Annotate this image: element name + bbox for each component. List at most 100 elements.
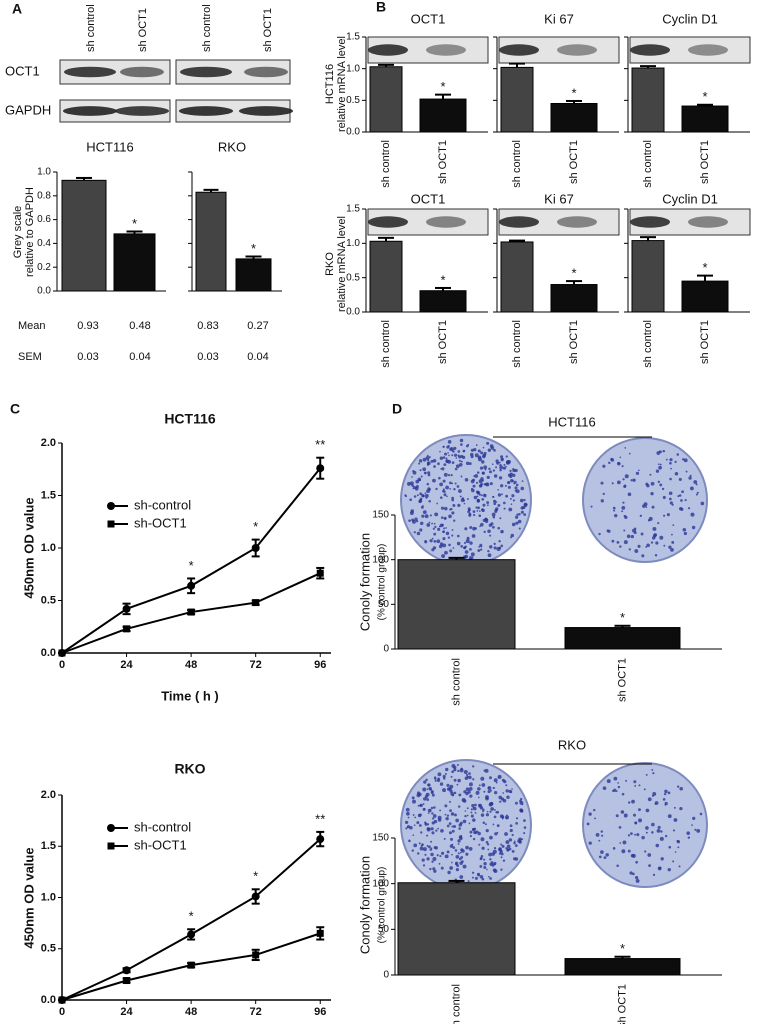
y-tick-label: 0.0 (37, 286, 51, 297)
colony (520, 486, 525, 491)
colony (404, 494, 407, 497)
colony (474, 527, 477, 530)
colony (468, 775, 472, 780)
marker (316, 464, 325, 473)
x-tick-label: sh control (511, 140, 523, 188)
chart-title: Ki 67 (544, 11, 574, 26)
colony (453, 778, 457, 782)
colony (431, 790, 434, 793)
marker (187, 961, 195, 969)
colony (588, 841, 592, 845)
colony (442, 489, 445, 493)
x-tick-label: 48 (185, 1006, 197, 1018)
colony (659, 836, 664, 841)
colony (427, 812, 430, 814)
colony (449, 866, 453, 870)
colony (457, 769, 460, 773)
colony (422, 787, 427, 792)
colony (490, 807, 494, 811)
colony (517, 519, 522, 524)
colony (655, 843, 660, 848)
colony (476, 471, 480, 474)
colony (453, 487, 456, 491)
panel-label: D (392, 401, 402, 417)
colony (451, 511, 455, 515)
y-tick-label: 1.0 (346, 63, 360, 74)
colony (487, 529, 491, 534)
legend-marker (107, 520, 115, 528)
colony (429, 848, 433, 851)
colony (652, 791, 657, 796)
colony (681, 490, 684, 494)
marker (252, 951, 260, 959)
colony (670, 547, 674, 552)
colony (630, 832, 633, 836)
colony (438, 525, 441, 528)
colony (679, 506, 683, 511)
colony (495, 466, 498, 469)
blot-band (630, 216, 670, 228)
colony (433, 532, 437, 536)
colony (432, 817, 435, 820)
annotation: ** (315, 811, 325, 826)
colony (422, 510, 427, 515)
colony (634, 549, 639, 553)
colony (662, 797, 666, 801)
colony (463, 546, 466, 549)
colony (428, 786, 432, 791)
colony (484, 519, 489, 524)
colony (645, 773, 648, 776)
colony (492, 849, 497, 854)
y-tick-label: 50 (378, 924, 390, 935)
colony (439, 809, 442, 812)
colony (416, 821, 420, 825)
colony (503, 463, 506, 466)
colony (493, 778, 498, 783)
colony (612, 506, 616, 510)
x-tick-label: sh control (450, 658, 462, 706)
colony (616, 864, 619, 868)
colony (508, 838, 513, 842)
colony (669, 501, 673, 505)
colony (416, 531, 421, 536)
colony (418, 499, 422, 504)
colony (419, 469, 422, 472)
colony (467, 880, 470, 883)
bar (369, 66, 403, 133)
colony (493, 815, 497, 819)
colony (645, 826, 649, 830)
colony (442, 543, 447, 548)
colony (480, 451, 484, 455)
marker (187, 581, 196, 590)
colony (635, 878, 640, 883)
colony (623, 813, 628, 818)
colony (640, 532, 644, 536)
colony (456, 485, 460, 488)
colony (510, 533, 515, 538)
colony (680, 499, 683, 502)
bar (419, 98, 467, 133)
colony (499, 469, 502, 472)
colony (441, 851, 445, 855)
annotation: * (571, 266, 576, 281)
colony (451, 770, 454, 774)
bar (113, 233, 156, 292)
colony (645, 546, 648, 548)
colony (455, 861, 459, 865)
colony (443, 506, 448, 511)
colony (503, 779, 507, 784)
colony (443, 463, 447, 466)
legend-label: sh-control (134, 819, 191, 834)
y-axis-label: relative mRNA level (336, 216, 348, 312)
colony (632, 872, 635, 876)
annotation: * (253, 869, 258, 884)
colony (468, 787, 473, 791)
colony (608, 461, 611, 465)
colony (459, 836, 463, 841)
colony (473, 495, 478, 500)
colony (656, 828, 661, 833)
colony (455, 818, 459, 823)
colony (507, 485, 511, 489)
colony (621, 465, 624, 468)
colony (448, 831, 453, 835)
